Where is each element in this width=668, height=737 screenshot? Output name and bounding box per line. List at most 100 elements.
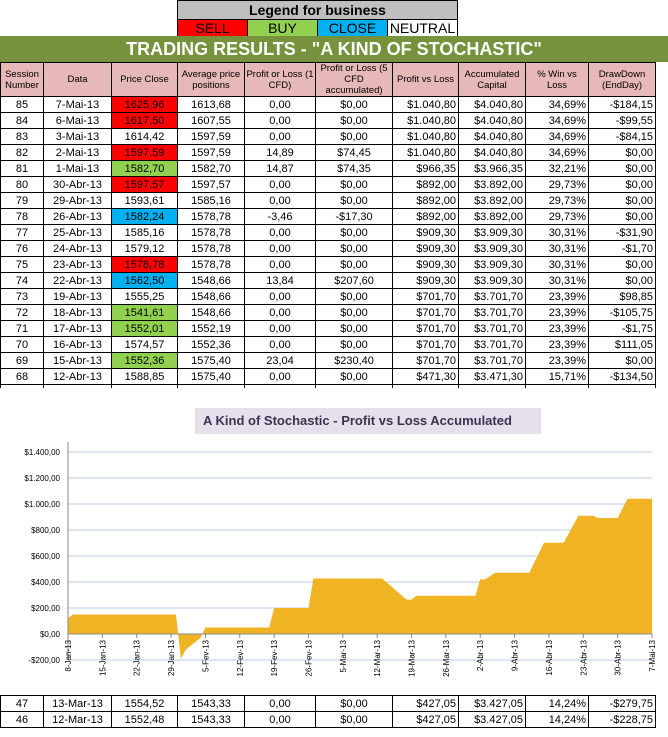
table-cell[interactable]: 1597,59 [177,144,245,161]
table-cell[interactable]: 2-Mai-13 [43,144,112,161]
table-cell[interactable]: 76 [0,240,44,257]
table-cell[interactable]: $892,00 [392,208,459,225]
table-cell[interactable]: 79 [0,192,44,209]
table-cell[interactable]: 14,24% [525,711,589,728]
table-cell[interactable]: $3.966,35 [458,160,526,177]
table-cell[interactable]: 1548,66 [177,272,245,289]
table-cell[interactable]: $3.701,70 [458,288,526,305]
table-cell[interactable]: $701,70 [392,304,459,321]
table-cell[interactable]: 1585,16 [177,192,245,209]
table-cell[interactable]: -$228,75 [588,711,656,728]
table-cell[interactable]: 1607,55 [177,112,245,129]
table-cell[interactable]: 17-Abr-13 [43,320,112,337]
table-cell[interactable]: $909,30 [392,240,459,257]
table-cell[interactable]: 1552,36 [177,336,245,353]
table-cell[interactable]: 14,89 [244,144,316,161]
table-cell[interactable]: 0,00 [244,336,316,353]
table-cell[interactable]: 32,21% [525,160,589,177]
table-cell[interactable]: 34,69% [525,112,589,129]
table-cell[interactable]: 14,87 [244,160,316,177]
table-cell[interactable]: $0,00 [315,695,393,712]
table-cell[interactable]: 74 [0,272,44,289]
table-cell[interactable]: 1597,57 [111,176,178,193]
table-cell[interactable]: $966,35 [392,160,459,177]
table-cell[interactable]: 34,69% [525,144,589,161]
table-cell[interactable]: 24-Abr-13 [43,240,112,257]
table-cell[interactable]: 29-Abr-13 [43,192,112,209]
table-cell[interactable]: $4.040,80 [458,96,526,113]
table-cell[interactable]: $701,70 [392,352,459,369]
table-cell[interactable]: 30-Abr-13 [43,176,112,193]
table-cell[interactable]: 1575,40 [177,352,245,369]
table-cell[interactable]: 23,04 [244,352,316,369]
table-cell[interactable]: $0,00 [315,128,393,145]
table-cell[interactable]: 1597,59 [111,144,178,161]
table-cell[interactable]: $0,00 [315,176,393,193]
table-cell[interactable]: 0,00 [244,96,316,113]
table-cell[interactable]: 1578,78 [177,208,245,225]
table-cell[interactable]: 13-Mar-13 [43,695,112,712]
table-cell[interactable]: $701,70 [392,320,459,337]
table-cell[interactable]: $892,00 [392,192,459,209]
table-cell[interactable]: 1582,70 [111,160,178,177]
table-cell[interactable]: 23,39% [525,288,589,305]
table-cell[interactable]: 1562,50 [111,272,178,289]
table-cell[interactable]: $471,30 [392,368,459,385]
table-cell[interactable]: $909,30 [392,272,459,289]
table-cell[interactable]: $909,30 [392,256,459,273]
table-cell[interactable]: -$1,75 [588,320,656,337]
table-cell[interactable]: 1554,52 [111,695,178,712]
table-cell[interactable]: 23,39% [525,352,589,369]
table-cell[interactable]: $3.701,70 [458,304,526,321]
table-cell[interactable]: $0,00 [588,160,656,177]
table-cell[interactable]: 23,39% [525,336,589,353]
table-cell[interactable]: $3.701,70 [458,352,526,369]
table-cell[interactable]: 0,00 [244,695,316,712]
table-cell[interactable]: 30,31% [525,256,589,273]
table-cell[interactable]: $0,00 [315,288,393,305]
table-cell[interactable]: 1578,78 [177,256,245,273]
table-cell[interactable]: $0,00 [315,368,393,385]
table-cell[interactable]: 1579,12 [111,240,178,257]
table-cell[interactable]: $0,00 [315,96,393,113]
table-cell[interactable]: 0,00 [244,176,316,193]
table-cell[interactable]: $74,35 [315,160,393,177]
table-cell[interactable]: 1552,19 [177,320,245,337]
table-cell[interactable]: $3.892,00 [458,192,526,209]
table-cell[interactable]: 1585,16 [111,224,178,241]
table-cell[interactable]: -$84,15 [588,128,656,145]
table-cell[interactable]: $701,70 [392,288,459,305]
table-cell[interactable]: $909,30 [392,224,459,241]
table-cell[interactable]: $1.040,80 [392,96,459,113]
table-cell[interactable]: $4.040,80 [458,112,526,129]
table-cell[interactable]: 83 [0,128,44,145]
table-cell[interactable]: $0,00 [315,304,393,321]
table-cell[interactable]: $0,00 [588,208,656,225]
table-cell[interactable]: 29,73% [525,192,589,209]
table-cell[interactable]: 25-Abr-13 [43,224,112,241]
table-cell[interactable]: 12-Abr-13 [43,368,112,385]
table-cell[interactable]: 0,00 [244,288,316,305]
table-cell[interactable]: $0,00 [588,144,656,161]
table-cell[interactable]: 78 [0,208,44,225]
table-cell[interactable]: -$134,50 [588,368,656,385]
table-cell[interactable]: 85 [0,96,44,113]
table-cell[interactable]: 0,00 [244,304,316,321]
table-cell[interactable]: 0,00 [244,224,316,241]
table-cell[interactable]: 18-Abr-13 [43,304,112,321]
table-cell[interactable]: $98,85 [588,288,656,305]
table-cell[interactable]: 82 [0,144,44,161]
table-cell[interactable]: $1.040,80 [392,112,459,129]
table-cell[interactable]: 14,24% [525,695,589,712]
table-cell[interactable]: -$99,55 [588,112,656,129]
table-cell[interactable]: 1543,33 [177,695,245,712]
table-cell[interactable]: 81 [0,160,44,177]
table-cell[interactable]: $0,00 [315,240,393,257]
table-cell[interactable]: $0,00 [315,320,393,337]
table-cell[interactable]: 1552,48 [111,711,178,728]
table-cell[interactable]: 23-Abr-13 [43,256,112,273]
table-cell[interactable]: $0,00 [315,256,393,273]
table-cell[interactable]: 1578,78 [111,256,178,273]
table-cell[interactable]: $4.040,80 [458,128,526,145]
table-cell[interactable]: 1552,36 [111,352,178,369]
